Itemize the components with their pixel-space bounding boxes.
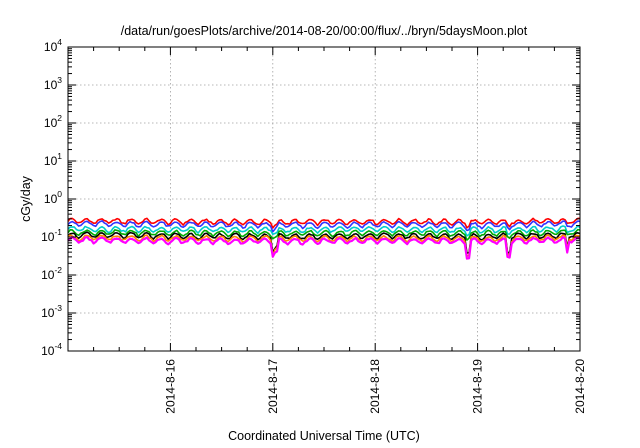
chart-title: /data/run/goesPlots/archive/2014-08-20/0… xyxy=(121,24,528,38)
x-tick-label: 2014-8-18 xyxy=(368,359,382,414)
y-tick-label: 103 xyxy=(44,75,62,92)
y-tick-label: 10-1 xyxy=(41,227,62,244)
y-tick-label: 100 xyxy=(44,189,62,206)
x-axis-label: Coordinated Universal Time (UTC) xyxy=(228,429,420,443)
x-tick-label: 2014-8-17 xyxy=(266,359,280,414)
y-tick-label: 104 xyxy=(44,37,62,54)
y-tick-labels: 10-4 10-3 10-2 10-1 100 101 102 103 104 xyxy=(41,37,62,358)
x-tick-label: 2014-8-16 xyxy=(163,359,177,414)
y-axis-label: cGy/day xyxy=(19,175,33,222)
x-tick-label: 2014-8-19 xyxy=(471,359,485,414)
series-line-2 xyxy=(67,220,581,233)
x-tick-label: 2014-8-20 xyxy=(573,359,587,414)
x-tick-labels: 2014-8-16 2014-8-17 2014-8-18 2014-8-19 2014… xyxy=(163,359,587,414)
series-line-3 xyxy=(67,225,581,237)
y-tick-label: 10-3 xyxy=(41,303,62,320)
series-line-7 xyxy=(67,235,581,260)
series-line-1 xyxy=(67,217,581,229)
axis-ticks xyxy=(67,46,581,352)
grid xyxy=(68,47,580,351)
y-tick-label: 10-2 xyxy=(41,265,62,282)
series-line-4 xyxy=(67,228,581,241)
y-tick-label: 102 xyxy=(44,113,62,130)
y-tick-label: 10-4 xyxy=(41,341,62,358)
series-group xyxy=(67,217,581,260)
y-tick-label: 101 xyxy=(44,151,62,168)
series-line-5 xyxy=(67,231,581,255)
